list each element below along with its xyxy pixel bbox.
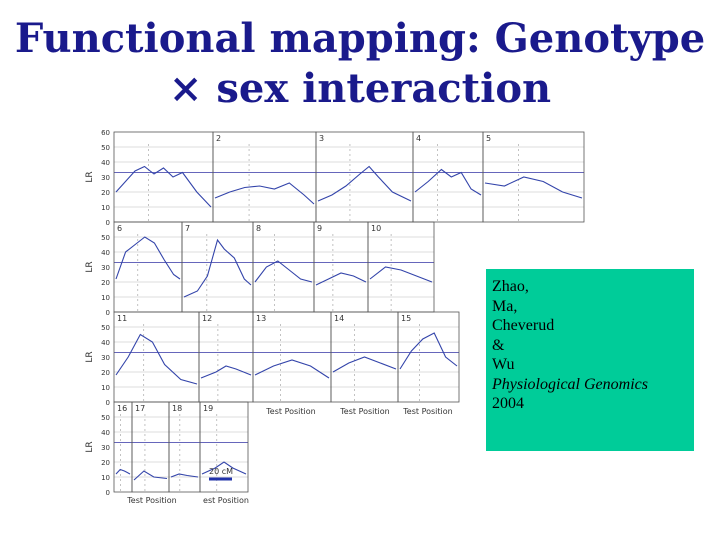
- lr-curve: [332, 356, 397, 373]
- y-tick-label: 20: [101, 279, 110, 287]
- y-tick-label: 50: [101, 324, 110, 332]
- panel-number: 4: [416, 134, 421, 143]
- x-axis-label: Test Position: [126, 496, 176, 505]
- y-tick-label: 40: [101, 339, 110, 347]
- y-tick-label: 30: [101, 444, 110, 452]
- panel-frame: [198, 311, 254, 403]
- x-axis-label: Test Position: [402, 407, 452, 416]
- slide-title-line-1: Functional mapping: Genotype: [14, 15, 706, 62]
- panel-frame: [397, 311, 460, 403]
- panel-frame: [113, 221, 183, 313]
- panel-frame: [113, 401, 133, 493]
- lr-curve: [115, 236, 181, 280]
- panel-frame: [113, 311, 200, 403]
- citation-journal: Physiological Genomics: [492, 375, 648, 393]
- panel-number: 8: [256, 224, 261, 233]
- panel-number: 10: [371, 224, 381, 233]
- y-tick-label: 0: [106, 219, 110, 227]
- y-tick-label: 0: [106, 489, 110, 497]
- panel-frame: [412, 131, 484, 223]
- y-tick-label: 10: [101, 384, 110, 392]
- y-axis-label: LR: [85, 171, 95, 182]
- lr-curve: [200, 365, 252, 379]
- panel-frame: [482, 131, 585, 223]
- lr-curve: [201, 461, 247, 475]
- y-axis-label: LR: [85, 261, 95, 272]
- lr-curve: [183, 238, 252, 298]
- y-tick-label: 60: [101, 129, 110, 137]
- y-tick-label: 10: [101, 474, 110, 482]
- x-axis-label-partial: est Position: [203, 496, 249, 505]
- y-tick-label: 0: [106, 399, 110, 407]
- panel-frame: [199, 401, 249, 493]
- panel-frame: [315, 131, 414, 223]
- lr-curve: [254, 359, 330, 379]
- lr-curve: [315, 272, 367, 286]
- y-tick-label: 50: [101, 234, 110, 242]
- panel-frame: [313, 221, 369, 313]
- y-tick-label: 10: [101, 204, 110, 212]
- panel-number: 15: [401, 314, 411, 323]
- y-tick-label: 10: [101, 294, 110, 302]
- panel-number: 5: [486, 134, 491, 143]
- y-tick-label: 50: [101, 414, 110, 422]
- x-axis-label: Test Position: [339, 407, 389, 416]
- panel-number: 3: [319, 134, 324, 143]
- panel-number: 9: [317, 224, 322, 233]
- panel-frame: [168, 401, 201, 493]
- y-tick-label: 30: [101, 354, 110, 362]
- panel-frame: [181, 221, 254, 313]
- y-tick-label: 20: [101, 369, 110, 377]
- panel-number: 17: [135, 404, 145, 413]
- lr-curve: [414, 168, 482, 196]
- lr-curve: [399, 332, 458, 370]
- panel-number: 12: [202, 314, 212, 323]
- scale-bar-label: 20 cM: [209, 467, 233, 476]
- panel-frame: [367, 221, 435, 313]
- lr-curve: [369, 266, 433, 283]
- panel-number: 2: [216, 134, 221, 143]
- panel-number: 14: [334, 314, 344, 323]
- y-axis-label: LR: [85, 441, 95, 452]
- panel-number: 11: [117, 314, 127, 323]
- x-axis-label: Test Position: [265, 407, 315, 416]
- y-tick-label: 30: [101, 264, 110, 272]
- y-tick-label: 40: [101, 429, 110, 437]
- panel-frame: [212, 131, 317, 223]
- panel-number: 19: [203, 404, 213, 413]
- y-tick-label: 40: [101, 249, 110, 257]
- citation-box: Zhao, Ma, Cheverud & Wu Physiological Ge…: [486, 269, 694, 451]
- slide-title-line-2: × sex interaction: [168, 65, 552, 112]
- panel-number: 18: [172, 404, 182, 413]
- y-tick-label: 20: [101, 459, 110, 467]
- lr-curve: [115, 165, 212, 208]
- lr-curve: [254, 260, 313, 283]
- citation-author: Zhao,: [492, 278, 529, 295]
- y-tick-label: 50: [101, 144, 110, 152]
- citation-year: 2004: [492, 395, 524, 412]
- y-tick-label: 20: [101, 189, 110, 197]
- panel-frame: [252, 311, 332, 403]
- lr-curve: [214, 182, 315, 205]
- lr-curve: [115, 468, 131, 475]
- panel-number: 13: [256, 314, 266, 323]
- citation-author: Ma,: [492, 297, 518, 315]
- lr-curve: [170, 473, 199, 478]
- panel-number: 6: [117, 224, 122, 233]
- citation-author: Cheverud: [492, 317, 555, 334]
- y-axis-label: LR: [85, 351, 95, 362]
- panel-frame: [252, 221, 315, 313]
- y-tick-label: 0: [106, 309, 110, 317]
- citation-ampersand: &: [492, 336, 505, 354]
- panel-number: 16: [117, 404, 127, 413]
- citation-author: Wu: [492, 356, 515, 373]
- y-tick-label: 30: [101, 174, 110, 182]
- lr-curve: [115, 333, 198, 385]
- panel-number: 7: [185, 224, 190, 233]
- lr-curve: [133, 470, 168, 481]
- y-tick-label: 40: [101, 159, 110, 167]
- lr-curve: [484, 176, 583, 199]
- lr-curve: [317, 165, 412, 202]
